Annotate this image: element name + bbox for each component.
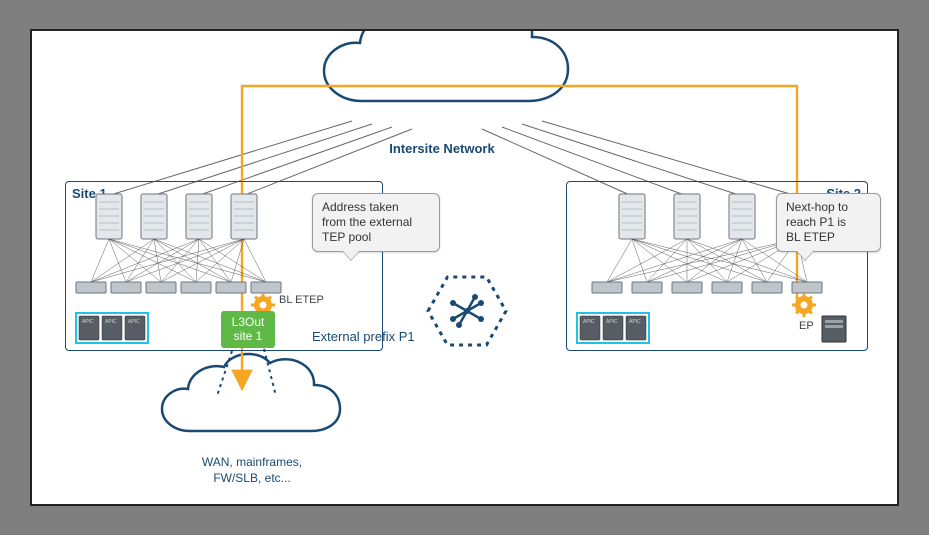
intersite-cloud <box>324 31 568 101</box>
bl-etep-label-site1: BL ETEP <box>279 294 324 306</box>
callout-next-hop: Next-hop to reach P1 is BL ETEP <box>776 193 881 252</box>
callout-etep-pool: Address taken from the external TEP pool <box>312 193 440 252</box>
l3out-box: L3Out site 1 <box>221 311 275 348</box>
external-prefix-label: External prefix P1 <box>312 329 415 344</box>
apic-highlight-site2 <box>576 312 650 344</box>
wan-label: WAN, mainframes, FW/SLB, etc... <box>182 455 322 486</box>
wan-cloud <box>162 354 340 431</box>
diagram-frame: Intersite Network Site 1 <box>30 29 899 506</box>
ep-label: EP <box>799 320 814 332</box>
apic-highlight-site1 <box>75 312 149 344</box>
intersite-network-label: Intersite Network <box>352 141 532 156</box>
gear-icon <box>792 293 816 317</box>
network-hex-icon <box>428 277 506 345</box>
